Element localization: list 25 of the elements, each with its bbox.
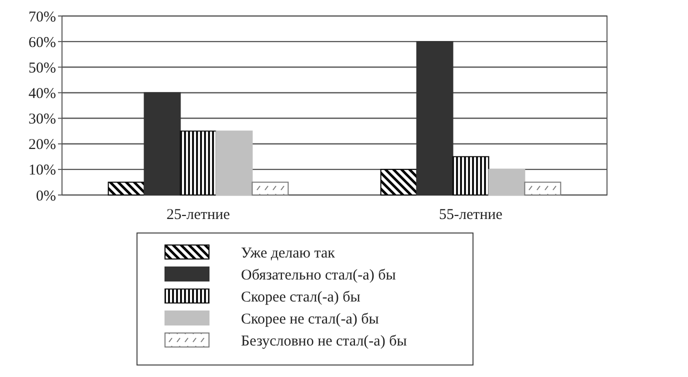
y-tick-label: 40% bbox=[28, 86, 56, 102]
legend-label: Уже делаю так bbox=[241, 245, 336, 262]
bar bbox=[180, 130, 217, 196]
bar bbox=[108, 182, 145, 196]
bar bbox=[416, 41, 454, 196]
y-tick-label: 10% bbox=[28, 162, 56, 179]
x-tick-label: 25-летние bbox=[166, 207, 230, 223]
y-tick-label: 30% bbox=[28, 112, 56, 128]
y-tick-label: 20% bbox=[28, 137, 56, 154]
bar bbox=[524, 182, 562, 196]
y-tick-label: 50% bbox=[28, 60, 56, 76]
bar bbox=[144, 92, 181, 196]
bar bbox=[452, 156, 490, 196]
bar bbox=[252, 182, 289, 196]
legend-label: Безусловно не стал(-а) бы bbox=[241, 333, 407, 350]
y-tick-label: 0% bbox=[36, 188, 56, 204]
y-tick-label: 70% bbox=[28, 9, 56, 26]
x-tick-label: 55-летние bbox=[439, 207, 503, 223]
legend-label: Обязательно стал(-а) бы bbox=[241, 267, 396, 284]
bar bbox=[488, 168, 526, 196]
bar bbox=[216, 130, 253, 196]
bar bbox=[380, 168, 418, 196]
y-tick-label: 60% bbox=[28, 34, 56, 51]
legend-label: Скорее не стал(-а) бы bbox=[241, 311, 379, 328]
legend-label: Скорее стал(-а) бы bbox=[241, 289, 360, 306]
